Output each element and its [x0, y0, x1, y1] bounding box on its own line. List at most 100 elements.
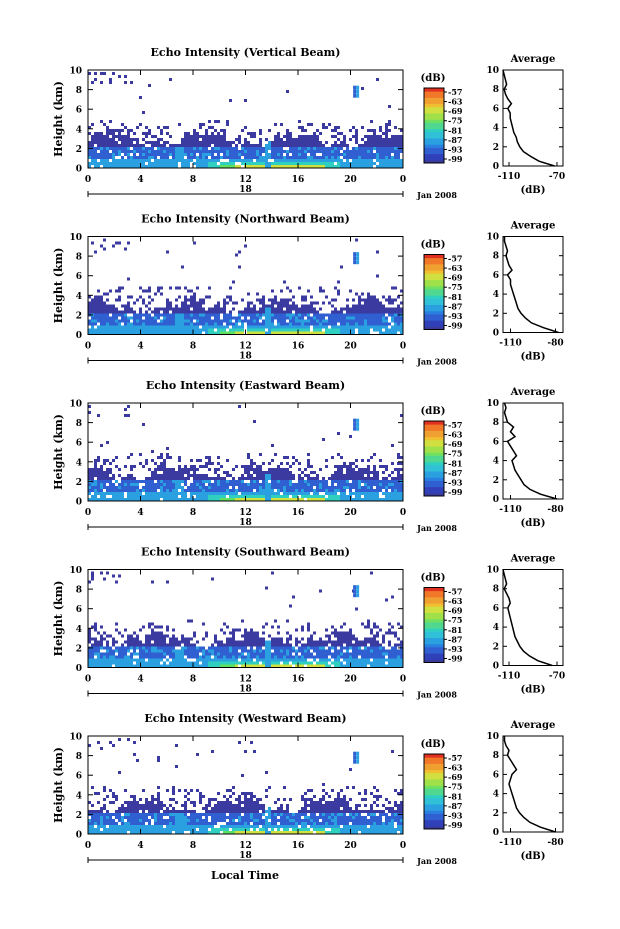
heatmap-cell — [133, 489, 136, 492]
heatmap-cell — [385, 468, 388, 471]
heatmap-cell — [106, 159, 109, 162]
heatmap-cell — [391, 625, 394, 629]
heatmap-cell — [397, 135, 400, 138]
heatmap-cell — [310, 477, 313, 480]
heatmap-cell — [277, 468, 280, 471]
heatmap-cell — [136, 492, 139, 495]
heatmap-cell — [166, 643, 169, 647]
heatmap-cell — [109, 144, 112, 147]
heatmap-cell — [382, 658, 385, 662]
heatmap-cell — [340, 322, 343, 326]
heatmap-cell — [115, 298, 118, 302]
heatmap-cell — [244, 643, 247, 647]
heatmap-cell — [274, 492, 277, 495]
heatmap-cell — [379, 322, 382, 326]
heatmap-cell — [190, 646, 193, 650]
heatmap-cell — [256, 658, 259, 662]
heatmap-cell — [91, 652, 94, 656]
heatmap-cell — [334, 129, 337, 132]
heatmap-cell — [97, 813, 100, 816]
heatmap-cell — [187, 165, 190, 168]
heatmap-cell — [379, 310, 382, 314]
heatmap-cell — [370, 313, 373, 317]
heatmap-cell — [199, 655, 202, 659]
heatmap-cell — [142, 159, 145, 162]
heatmap-cell — [286, 322, 289, 326]
heatmap-cell — [217, 325, 220, 329]
heatmap-cell — [115, 640, 118, 644]
heatmap-cell — [142, 165, 145, 168]
heatmap-cell — [235, 150, 238, 153]
heatmap-cell — [247, 456, 250, 459]
heatmap-cell — [316, 483, 319, 486]
heatmap-cell — [304, 495, 307, 498]
heatmap-cell — [187, 298, 190, 302]
heatmap-cell — [349, 150, 352, 153]
heatmap-cell — [286, 468, 289, 471]
heatmap-cell — [247, 637, 250, 641]
heatmap-cell — [136, 138, 139, 141]
heatmap-cell — [352, 634, 355, 638]
heatmap-cell — [289, 483, 292, 486]
colorbar-unit: (dB) — [421, 240, 446, 251]
heatmap-cell — [250, 492, 253, 495]
heatmap-cell — [283, 652, 286, 656]
heatmap-cell — [121, 150, 124, 153]
heatmap-cell — [100, 664, 103, 668]
heatmap-cell — [295, 307, 298, 311]
heatmap-cell — [259, 465, 262, 468]
heatmap-cell — [229, 319, 232, 323]
heatmap-cell — [289, 304, 292, 308]
heatmap-cell — [142, 661, 145, 665]
heatmap-cell — [316, 156, 319, 159]
heatmap-cell — [277, 313, 280, 317]
heatmap-cell — [139, 655, 142, 659]
heatmap-cell — [127, 474, 130, 477]
heatmap-cell — [112, 474, 115, 477]
colorbar-tick-label: -75 — [448, 615, 462, 625]
heatmap-cell — [217, 120, 220, 123]
heatmap-cell — [358, 483, 361, 486]
heatmap-cell — [307, 331, 310, 335]
heatmap-cell — [103, 480, 106, 483]
heatmap-cell — [364, 477, 367, 480]
heatmap-cell — [250, 495, 253, 498]
heatmap-cell — [121, 135, 124, 138]
heatmap-cell — [370, 664, 373, 668]
heatmap-cell — [226, 295, 229, 299]
heatmap-cell — [121, 831, 124, 834]
heatmap-cell — [172, 325, 175, 329]
heatmap-cell — [298, 640, 301, 644]
heatmap-cell — [313, 646, 316, 650]
heatmap-cell — [175, 658, 178, 662]
heatmap-cell — [337, 325, 340, 329]
heatmap-cell — [292, 316, 295, 320]
heatmap-cell — [196, 492, 199, 495]
heatmap-cell — [307, 622, 310, 626]
heatmap-cells — [88, 738, 403, 834]
heatmap-cell — [100, 159, 103, 162]
heatmap-cell — [364, 328, 367, 332]
heatmap-cell — [130, 643, 133, 647]
heatmap-cell — [361, 153, 364, 156]
heatmap-cell — [103, 462, 106, 465]
heatmap-cell — [394, 664, 397, 668]
heatmap-cell — [247, 483, 250, 486]
heatmap-cell — [361, 468, 364, 471]
heatmap-cell — [184, 465, 187, 468]
heatmap-cell — [244, 489, 247, 492]
heatmap-cell — [148, 634, 151, 638]
heatmap-cell — [154, 331, 157, 335]
heatmap-cell — [310, 316, 313, 320]
heatmap-cell — [115, 664, 118, 668]
heatmap-cell — [343, 135, 346, 138]
heatmap-cell — [142, 301, 145, 305]
heatmap-cell — [289, 141, 292, 144]
heatmap-cell — [355, 325, 358, 329]
heatmap-cell — [370, 655, 373, 659]
heatmap-cell — [109, 789, 112, 792]
heatmap-cell — [373, 658, 376, 662]
heatmap-cell — [235, 331, 238, 335]
heatmap-cell — [226, 646, 229, 650]
heatmap-cell — [286, 462, 289, 465]
